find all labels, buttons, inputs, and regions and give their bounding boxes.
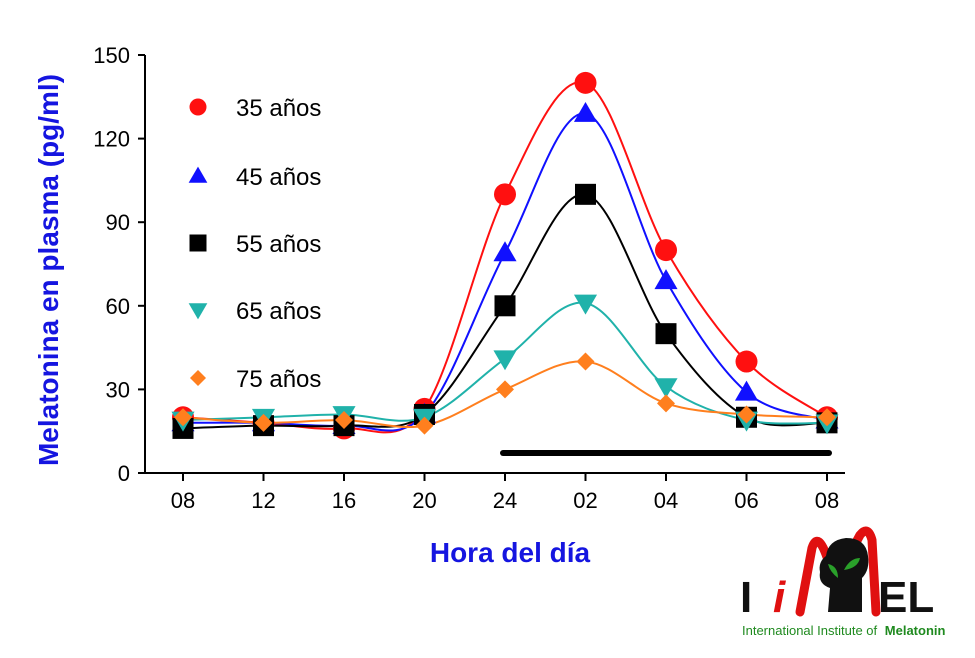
y-tick-label: 90 <box>106 210 130 235</box>
series-1 <box>182 81 828 434</box>
series-line <box>182 81 828 434</box>
data-point <box>818 408 836 427</box>
x-ticks: 08 12 16 20 24 02 04 06 08 <box>171 473 839 513</box>
data-point <box>737 405 756 424</box>
data-point <box>494 183 516 206</box>
logo-letters-el: EL <box>878 573 934 622</box>
y-axis-title: Melatonina en plasma (pg/ml) <box>33 74 64 466</box>
series-3 <box>182 193 828 430</box>
y-tick-label: 60 <box>106 294 130 319</box>
series-5-points <box>174 352 836 435</box>
data-point <box>735 350 758 373</box>
series-layer <box>171 71 839 440</box>
data-point <box>734 380 759 401</box>
data-point <box>655 239 677 262</box>
data-point <box>335 411 353 430</box>
logo-letter-small-i: i <box>773 573 786 622</box>
data-point <box>254 413 273 432</box>
logo-letter-i: I <box>740 573 752 622</box>
x-tick-label: 04 <box>654 488 678 513</box>
data-point <box>654 269 678 290</box>
legend-label: 75 años <box>236 366 321 393</box>
data-point <box>576 352 595 371</box>
x-tick-label: 16 <box>332 488 356 513</box>
x-tick-label: 08 <box>815 488 839 513</box>
x-tick-label: 08 <box>171 488 195 513</box>
logo-head-silhouette <box>819 538 869 612</box>
y-tick-label: 150 <box>93 43 130 68</box>
data-point <box>574 71 597 94</box>
data-point <box>496 380 514 399</box>
data-point <box>415 416 434 435</box>
y-tick-label: 0 <box>118 461 130 486</box>
y-ticks: 0 30 60 90 120 150 <box>93 43 145 486</box>
y-tick-label: 120 <box>93 127 130 152</box>
data-point <box>493 350 517 371</box>
data-point <box>654 378 678 399</box>
data-point <box>573 294 598 315</box>
data-point <box>575 183 596 205</box>
series-line <box>182 193 828 430</box>
data-point <box>494 295 516 317</box>
iimel-logo: I i EL International Institute of Melato… <box>740 526 946 638</box>
x-tick-label: 12 <box>251 488 275 513</box>
legend-marker <box>190 370 206 386</box>
legend-marker <box>189 234 207 252</box>
legend-label: 35 años <box>236 95 321 122</box>
logo-leaf-icon <box>828 558 860 578</box>
legend-label: 55 años <box>236 231 321 258</box>
data-point <box>493 241 517 262</box>
x-tick-label: 06 <box>734 488 758 513</box>
logo-subtitle-bold: Melatonin <box>885 623 946 638</box>
logo-subtitle: International Institute of Melatonin <box>742 623 946 638</box>
x-tick-label: 02 <box>573 488 597 513</box>
logo-subtitle-prefix: International Institute of <box>742 623 878 638</box>
data-point <box>174 408 192 427</box>
x-axis-title: Hora del día <box>430 537 591 568</box>
legend-label: 45 años <box>236 164 321 191</box>
legend-marker <box>189 98 207 116</box>
legend-marker <box>188 166 208 183</box>
data-point <box>573 101 598 122</box>
data-point <box>657 394 675 413</box>
x-tick-label: 24 <box>493 488 517 513</box>
legend-label: 65 años <box>236 298 321 325</box>
x-tick-label: 20 <box>412 488 436 513</box>
legend: 35 años 45 años 55 años 65 años 75 años <box>188 95 321 393</box>
legend-marker <box>188 303 208 320</box>
data-point <box>655 323 677 345</box>
axes <box>144 55 845 474</box>
y-tick-label: 30 <box>106 377 130 402</box>
